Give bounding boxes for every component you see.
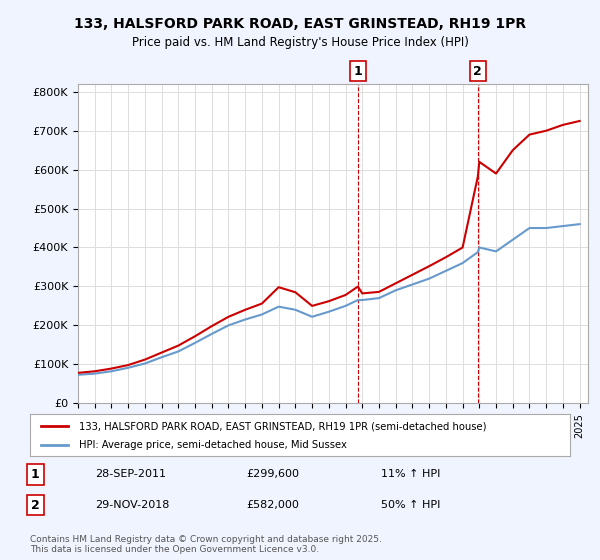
Text: Contains HM Land Registry data © Crown copyright and database right 2025.
This d: Contains HM Land Registry data © Crown c…	[30, 535, 382, 554]
Text: 50% ↑ HPI: 50% ↑ HPI	[381, 500, 440, 510]
Text: £582,000: £582,000	[246, 500, 299, 510]
Text: 2: 2	[31, 498, 40, 512]
Text: 29-NOV-2018: 29-NOV-2018	[95, 500, 169, 510]
Text: Price paid vs. HM Land Registry's House Price Index (HPI): Price paid vs. HM Land Registry's House …	[131, 36, 469, 49]
Text: 1: 1	[353, 64, 362, 78]
Text: 133, HALSFORD PARK ROAD, EAST GRINSTEAD, RH19 1PR (semi-detached house): 133, HALSFORD PARK ROAD, EAST GRINSTEAD,…	[79, 421, 486, 431]
Text: 11% ↑ HPI: 11% ↑ HPI	[381, 469, 440, 479]
Text: £299,600: £299,600	[246, 469, 299, 479]
Text: 133, HALSFORD PARK ROAD, EAST GRINSTEAD, RH19 1PR: 133, HALSFORD PARK ROAD, EAST GRINSTEAD,…	[74, 17, 526, 31]
Text: 28-SEP-2011: 28-SEP-2011	[95, 469, 166, 479]
Text: 1: 1	[31, 468, 40, 481]
Text: HPI: Average price, semi-detached house, Mid Sussex: HPI: Average price, semi-detached house,…	[79, 440, 346, 450]
Text: 2: 2	[473, 64, 482, 78]
